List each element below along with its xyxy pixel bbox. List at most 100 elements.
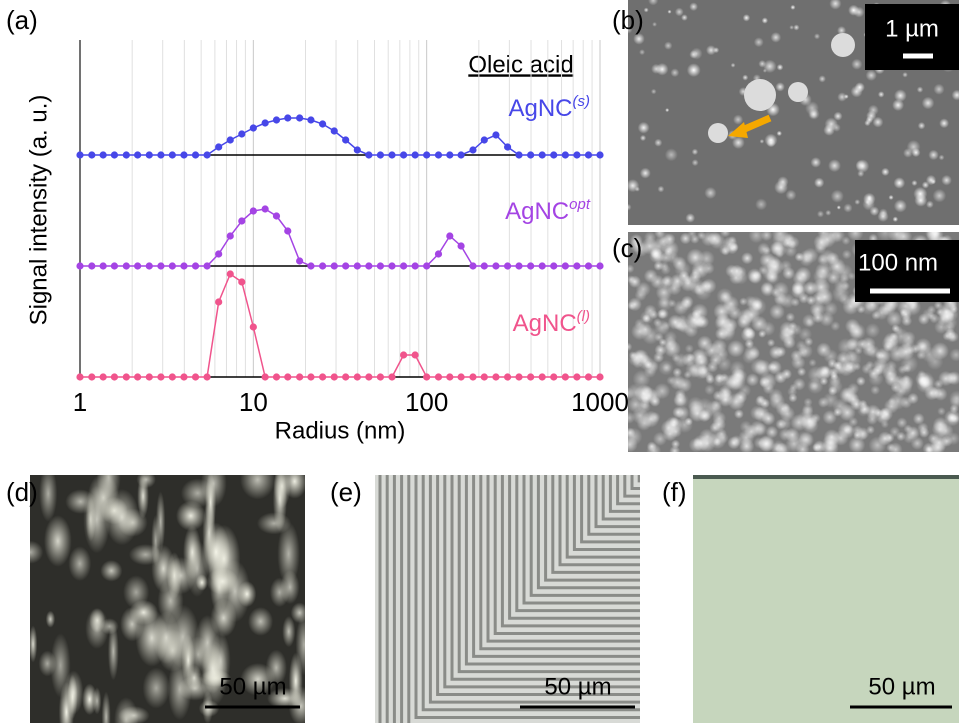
data-point bbox=[412, 262, 419, 269]
data-point bbox=[562, 151, 569, 158]
data-point bbox=[527, 151, 534, 158]
particle bbox=[827, 359, 837, 369]
particle bbox=[902, 331, 916, 345]
data-point bbox=[539, 262, 546, 269]
particle bbox=[837, 92, 846, 101]
data-point bbox=[573, 373, 580, 380]
particle bbox=[664, 233, 676, 245]
particle bbox=[869, 436, 887, 454]
particle bbox=[718, 388, 733, 403]
data-point bbox=[284, 114, 291, 121]
particle bbox=[768, 256, 781, 269]
patch bbox=[93, 687, 101, 714]
data-point bbox=[123, 151, 130, 158]
stripe bbox=[639, 470, 650, 481]
patch bbox=[156, 491, 165, 552]
particle bbox=[819, 312, 834, 327]
particle bbox=[831, 33, 855, 57]
particle bbox=[741, 252, 753, 264]
data-point bbox=[458, 373, 465, 380]
particle bbox=[856, 160, 866, 170]
particle bbox=[881, 168, 889, 176]
data-point bbox=[134, 151, 141, 158]
particle bbox=[720, 227, 731, 238]
particle bbox=[651, 64, 661, 74]
scale-bar-label: 100 nm bbox=[858, 249, 938, 276]
data-point bbox=[342, 262, 349, 269]
data-point bbox=[319, 262, 326, 269]
particle bbox=[665, 148, 678, 161]
data-point bbox=[180, 373, 187, 380]
patch bbox=[240, 460, 275, 499]
stripe bbox=[646, 470, 650, 473]
particle bbox=[824, 226, 842, 244]
particle bbox=[916, 341, 927, 352]
patch bbox=[206, 568, 238, 595]
particle bbox=[839, 294, 850, 305]
particle bbox=[635, 289, 647, 301]
particle bbox=[941, 175, 952, 186]
data-point bbox=[596, 151, 603, 158]
data-point bbox=[365, 151, 372, 158]
particle bbox=[669, 417, 679, 427]
particle bbox=[730, 243, 739, 252]
particle bbox=[685, 361, 702, 378]
particle bbox=[744, 79, 776, 111]
data-point bbox=[307, 116, 314, 123]
x-tick-label: 100 bbox=[405, 387, 448, 417]
particle bbox=[751, 299, 762, 310]
particle bbox=[789, 25, 794, 30]
data-point bbox=[238, 278, 245, 285]
data-point bbox=[550, 373, 557, 380]
data-point bbox=[515, 151, 522, 158]
particle bbox=[735, 266, 747, 278]
particle bbox=[841, 282, 850, 291]
particle bbox=[865, 323, 880, 338]
data-point bbox=[111, 151, 118, 158]
particle bbox=[819, 75, 826, 82]
data-point bbox=[504, 262, 511, 269]
patch bbox=[201, 460, 227, 507]
particle bbox=[734, 409, 744, 419]
particle bbox=[687, 353, 695, 361]
series-line bbox=[80, 118, 600, 155]
data-point bbox=[192, 151, 199, 158]
particle bbox=[658, 186, 665, 193]
data-point bbox=[458, 151, 465, 158]
data-point bbox=[435, 373, 442, 380]
particle bbox=[670, 68, 679, 77]
data-point bbox=[331, 262, 338, 269]
x-tick-label: 10 bbox=[239, 387, 268, 417]
data-point bbox=[100, 151, 107, 158]
data-point bbox=[446, 151, 453, 158]
scale-bar-label: 50 µm bbox=[868, 673, 935, 700]
particle bbox=[787, 387, 797, 397]
particle bbox=[640, 387, 657, 404]
particle bbox=[942, 332, 951, 341]
data-point bbox=[157, 262, 164, 269]
particle bbox=[888, 195, 893, 200]
particle bbox=[782, 267, 795, 280]
data-point bbox=[262, 119, 269, 126]
data-point bbox=[169, 151, 176, 158]
particle bbox=[757, 243, 770, 256]
data-point bbox=[365, 373, 372, 380]
particle bbox=[673, 392, 689, 408]
patch bbox=[17, 541, 43, 564]
particle bbox=[843, 203, 852, 212]
x-axis-label: Radius (nm) bbox=[275, 417, 406, 444]
particle bbox=[797, 411, 812, 426]
patch bbox=[273, 466, 287, 532]
particle bbox=[911, 437, 924, 450]
data-point bbox=[585, 262, 592, 269]
particle bbox=[828, 379, 843, 394]
particle bbox=[647, 441, 657, 451]
data-point bbox=[169, 262, 176, 269]
particle bbox=[644, 269, 658, 283]
particle bbox=[893, 216, 899, 222]
particle bbox=[779, 417, 792, 430]
particle bbox=[644, 8, 649, 13]
patch bbox=[129, 544, 162, 565]
particle bbox=[760, 398, 770, 408]
particle bbox=[911, 180, 917, 186]
